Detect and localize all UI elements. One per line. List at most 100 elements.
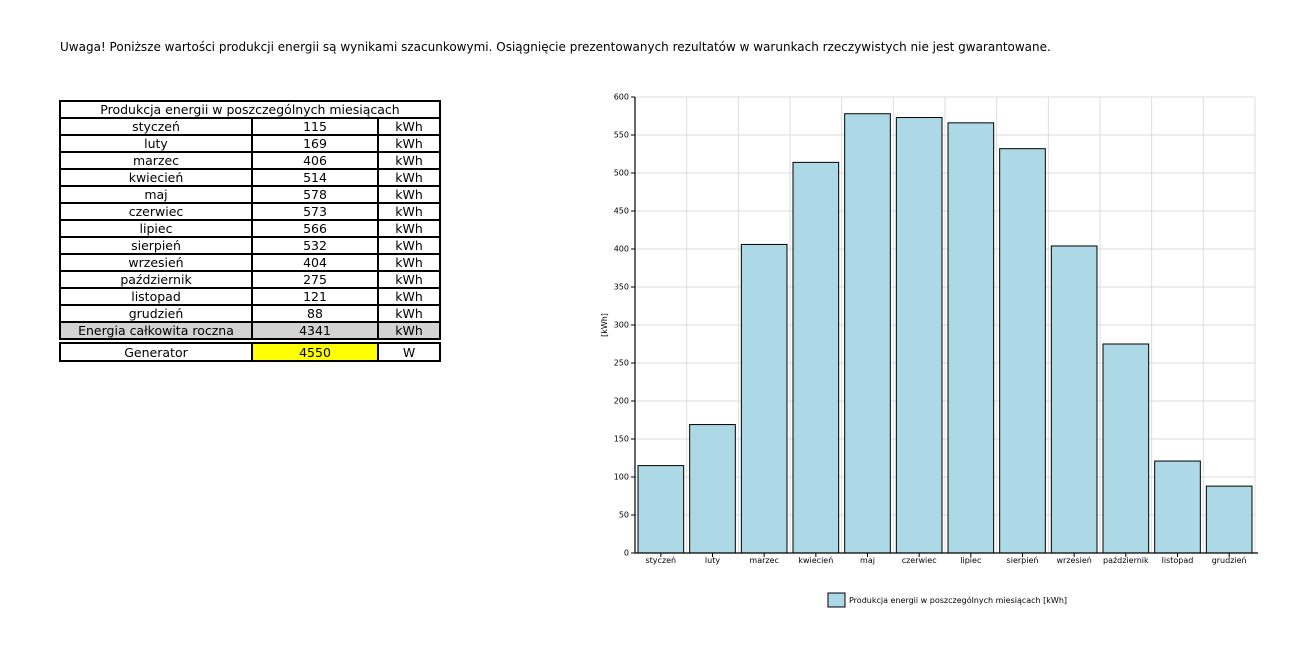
- total-label: Energia całkowita roczna: [59, 321, 253, 340]
- table-row: wrzesień 404 kWh: [59, 253, 441, 272]
- bar: [689, 424, 736, 554]
- value-cell: 404: [251, 253, 379, 272]
- x-tick-label: lipiec: [960, 556, 981, 565]
- bar: [1205, 485, 1253, 554]
- value-cell: 573: [251, 202, 379, 221]
- value-cell: 566: [251, 219, 379, 238]
- x-tick-label: kwiecień: [798, 556, 833, 565]
- month-cell: wrzesień: [59, 253, 253, 272]
- bar: [792, 161, 840, 554]
- x-tick-label: marzec: [749, 556, 779, 565]
- value-cell: 578: [251, 185, 379, 204]
- x-tick-label: wrzesień: [1056, 556, 1091, 565]
- monthly-production-chart: 0 50 100 150 200 250 300 350 400 450 500 550 600 styc…: [600, 93, 1258, 608]
- y-tick-label: 50: [619, 511, 629, 520]
- x-tick-label: luty: [705, 556, 720, 565]
- month-cell: kwiecień: [59, 168, 253, 187]
- generator-unit: W: [377, 342, 441, 362]
- bar: [740, 243, 788, 554]
- table-row: kwiecień 514 kWh: [59, 168, 441, 187]
- month-cell: marzec: [59, 151, 253, 170]
- bar: [844, 113, 891, 554]
- x-tick-label: styczeń: [646, 556, 677, 565]
- bar: [947, 122, 995, 554]
- bar: [1050, 245, 1098, 554]
- bar: [637, 465, 685, 554]
- table-row: styczeń 115 kWh: [59, 117, 441, 136]
- legend-swatch: [827, 592, 846, 608]
- x-tick-label: grudzień: [1212, 556, 1247, 565]
- table-row: luty 169 kWh: [59, 134, 441, 153]
- table-row: maj 578 kWh: [59, 185, 441, 204]
- total-row: Energia całkowita roczna 4341 kWh: [59, 321, 441, 340]
- x-tick-label: sierpień: [1007, 556, 1039, 565]
- month-cell: lipiec: [59, 219, 253, 238]
- generator-label: Generator: [59, 342, 253, 362]
- table-row: listopad 121 kWh: [59, 287, 441, 306]
- disclaimer-notice: Uwaga! Poniższe wartości produkcji energ…: [60, 40, 1051, 54]
- bar: [1102, 343, 1150, 554]
- unit-cell: kWh: [377, 270, 441, 289]
- bar: [1154, 460, 1201, 554]
- value-cell: 532: [251, 236, 379, 255]
- y-tick-label: 150: [614, 435, 629, 444]
- table-row: marzec 406 kWh: [59, 151, 441, 170]
- unit-cell: kWh: [377, 117, 441, 136]
- month-cell: listopad: [59, 287, 253, 306]
- y-tick-label: 300: [614, 321, 629, 330]
- month-cell: luty: [59, 134, 253, 153]
- x-tick-label: maj: [860, 556, 875, 565]
- unit-cell: kWh: [377, 151, 441, 170]
- legend-label: Produkcja energii w poszczególnych miesi…: [849, 595, 1067, 605]
- unit-cell: kWh: [377, 236, 441, 255]
- x-tick-label: czerwiec: [902, 556, 937, 565]
- bar: [999, 148, 1046, 554]
- y-tick-label: 400: [614, 245, 629, 254]
- table-row: lipiec 566 kWh: [59, 219, 441, 238]
- y-tick-label: 100: [614, 473, 629, 482]
- unit-cell: kWh: [377, 253, 441, 272]
- unit-cell: kWh: [377, 185, 441, 204]
- y-tick-label: 350: [614, 283, 629, 292]
- month-cell: maj: [59, 185, 253, 204]
- total-unit: kWh: [377, 321, 441, 340]
- value-cell: 514: [251, 168, 379, 187]
- generator-value: 4550: [251, 342, 379, 362]
- unit-cell: kWh: [377, 219, 441, 238]
- month-cell: grudzień: [59, 304, 253, 323]
- y-tick-label: 550: [614, 131, 629, 140]
- x-tick-label: listopad: [1162, 556, 1194, 565]
- month-cell: sierpień: [59, 236, 253, 255]
- total-value: 4341: [251, 321, 379, 340]
- table-row: czerwiec 573 kWh: [59, 202, 441, 221]
- value-cell: 406: [251, 151, 379, 170]
- unit-cell: kWh: [377, 168, 441, 187]
- x-tick-label: październik: [1103, 556, 1149, 565]
- value-cell: 275: [251, 270, 379, 289]
- energy-production-table: Produkcja energii w poszczególnych miesi…: [59, 100, 441, 362]
- unit-cell: kWh: [377, 134, 441, 153]
- unit-cell: kWh: [377, 304, 441, 323]
- month-cell: styczeń: [59, 117, 253, 136]
- table-row: grudzień 88 kWh: [59, 304, 441, 323]
- y-tick-label: 0: [624, 549, 629, 558]
- value-cell: 88: [251, 304, 379, 323]
- table-row: sierpień 532 kWh: [59, 236, 441, 255]
- value-cell: 121: [251, 287, 379, 306]
- bar: [895, 117, 943, 554]
- unit-cell: kWh: [377, 287, 441, 306]
- generator-row: Generator 4550 W: [59, 342, 441, 362]
- y-tick-label: 600: [614, 93, 629, 102]
- table-header-row: Produkcja energii w poszczególnych miesi…: [59, 100, 441, 119]
- value-cell: 169: [251, 134, 379, 153]
- value-cell: 115: [251, 117, 379, 136]
- unit-cell: kWh: [377, 202, 441, 221]
- table-row: październik 275 kWh: [59, 270, 441, 289]
- y-tick-label: 450: [614, 207, 629, 216]
- month-cell: październik: [59, 270, 253, 289]
- y-tick-label: 200: [614, 397, 629, 406]
- table-header: Produkcja energii w poszczególnych miesi…: [59, 100, 441, 119]
- month-cell: czerwiec: [59, 202, 253, 221]
- y-tick-label: 250: [614, 359, 629, 368]
- y-axis-label: [kWh]: [600, 313, 609, 337]
